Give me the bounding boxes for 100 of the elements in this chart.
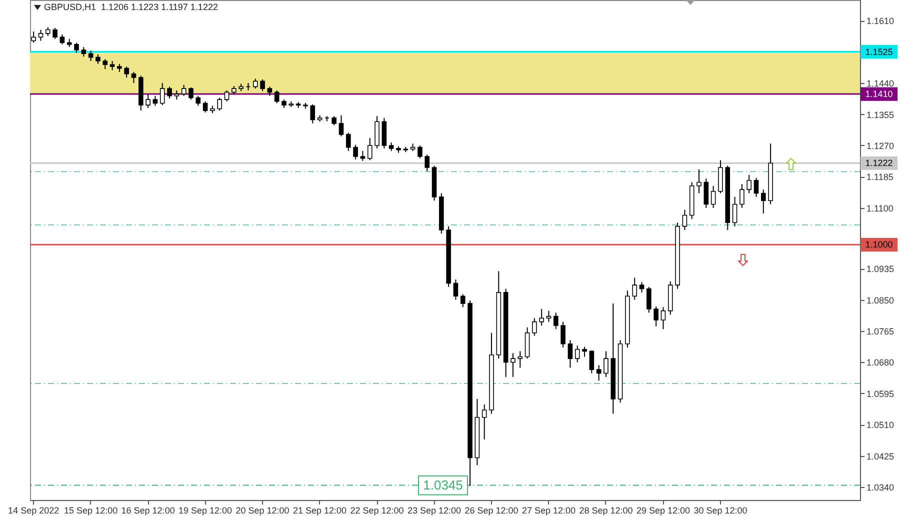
y-tick-label: 1.0340: [866, 482, 894, 493]
candlestick: [761, 189, 766, 214]
candlestick: [38, 29, 44, 42]
candlestick: [332, 116, 336, 126]
x-tick-label: 26 Sep 12:00: [464, 506, 518, 516]
candlestick: [746, 174, 752, 194]
x-tick-label: 20 Sep 12:00: [236, 506, 290, 516]
candlestick: [510, 352, 516, 378]
candlestick: [360, 150, 366, 162]
y-tick-label: 1.1100: [866, 203, 894, 214]
candlestick: [131, 72, 136, 84]
candlestick: [31, 31, 36, 44]
ref-line-label: 1.1222: [865, 158, 893, 168]
candlestick: [374, 116, 380, 149]
candlestick: [554, 312, 558, 330]
candlestick: [74, 42, 79, 54]
candlestick: [424, 154, 430, 172]
candlestick: [754, 177, 759, 198]
candlestick: [639, 282, 644, 293]
ref-line-label: 1.1000: [865, 240, 893, 250]
y-tick-label: 1.0425: [866, 451, 894, 462]
candlestick: [274, 90, 280, 104]
ref-line-label: 1.0345: [423, 477, 463, 492]
candlestick: [589, 350, 594, 374]
x-tick-label: 23 Sep 12:00: [407, 506, 462, 516]
candlestick: [539, 308, 544, 326]
candlestick: [524, 326, 530, 360]
candlestick: [310, 104, 316, 124]
candlestick: [353, 144, 358, 160]
ref-line-label: 1.1410: [865, 89, 893, 100]
candlestick: [518, 350, 523, 368]
candlestick: [596, 364, 602, 382]
candlestick: [110, 60, 115, 71]
candlestick: [60, 34, 65, 45]
candlestick: [52, 27, 58, 40]
candlestick: [574, 345, 580, 363]
candlestick: [482, 404, 487, 440]
candlestick: [732, 196, 738, 227]
candlestick: [338, 114, 344, 137]
candlestick: [346, 132, 351, 152]
candlestick: [710, 185, 716, 208]
candlestick: [604, 350, 608, 378]
x-tick-label: 30 Sep 12:00: [694, 506, 748, 516]
candlestick: [202, 100, 208, 113]
candlestick: [582, 346, 587, 358]
y-tick-label: 1.0510: [866, 420, 894, 430]
candlestick: [682, 209, 688, 230]
y-tick-label: 1.1355: [866, 110, 894, 120]
y-tick-label: 1.1185: [866, 172, 894, 182]
y-tick-label: 1.1440: [866, 78, 894, 89]
y-tick-label: 1.0765: [866, 326, 894, 337]
candlestick: [88, 50, 94, 62]
candlestick: [224, 90, 230, 102]
candlestick: [632, 277, 638, 300]
candlestick: [740, 184, 744, 208]
candlestick: [102, 58, 108, 70]
candlestick: [660, 306, 666, 330]
candlestick: [532, 318, 537, 336]
candlestick: [646, 286, 652, 314]
x-tick-label: 29 Sep 12:00: [636, 506, 690, 516]
x-tick-label: 16 Sep 12:00: [121, 506, 175, 516]
x-tick-label: 22 Sep 12:00: [350, 506, 404, 516]
candlestick: [718, 160, 723, 194]
candlestick: [382, 117, 387, 149]
y-tick-label: 1.0595: [866, 388, 894, 399]
candlestick: [146, 94, 150, 109]
candlestick: [252, 78, 258, 90]
candlestick: [267, 86, 272, 96]
candlestick: [81, 46, 86, 58]
candlestick: [460, 294, 466, 308]
candlestick: [160, 82, 165, 106]
candlestick: [453, 279, 458, 300]
x-tick-label: 27 Sep 12:00: [522, 506, 576, 516]
candlestick: [696, 168, 702, 194]
x-tick-label: 19 Sep 12:00: [178, 506, 232, 516]
candlestick: [654, 306, 658, 327]
candlestick: [546, 310, 552, 322]
x-tick-label: 28 Sep 12:00: [579, 506, 633, 516]
candlestick: [124, 66, 129, 78]
candlestick: [152, 95, 158, 106]
ref-line-label: 1.1525: [865, 46, 893, 57]
y-tick-label: 1.0680: [866, 358, 894, 368]
candlestick: [704, 178, 709, 208]
candlestick: [196, 95, 201, 106]
candlestick: [260, 78, 265, 92]
candlestick: [96, 54, 100, 64]
x-tick-label: 14 Sep 2022: [8, 506, 60, 516]
y-tick-label: 1.1610: [866, 16, 894, 26]
y-tick-label: 1.0935: [866, 264, 894, 274]
candlestick: [167, 86, 172, 99]
candlestick: [188, 86, 194, 100]
candlestick: [418, 144, 422, 159]
candlestick: [560, 321, 566, 348]
x-tick-label: 21 Sep 12:00: [293, 506, 347, 516]
x-tick-label: 15 Sep 12:00: [64, 506, 118, 516]
candlestick: [367, 138, 372, 161]
chart-title: GBPUSD,H1 1.1206 1.1223 1.1197 1.1222: [44, 2, 218, 12]
y-tick-label: 1.0850: [866, 295, 894, 306]
candlestick: [568, 340, 573, 368]
y-tick-label: 1.1270: [866, 140, 894, 151]
